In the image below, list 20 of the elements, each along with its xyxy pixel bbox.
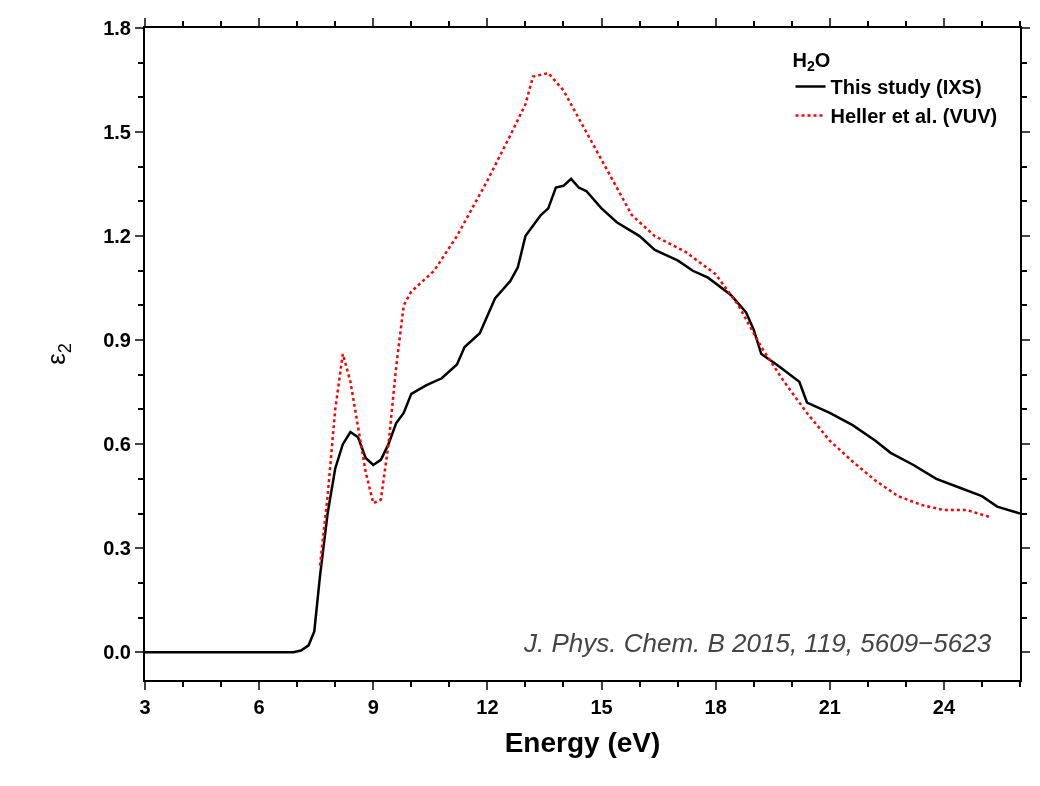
x-tick-label: 12 [476,696,499,718]
x-tick-label: 24 [932,696,956,718]
y-tick-label: 0.9 [103,329,131,352]
y-tick-label: 1.8 [103,17,131,39]
y-tick-label: 1.2 [103,225,131,248]
y-tick-label: 0.6 [103,433,131,456]
y-tick-label: 0.0 [103,641,131,664]
x-tick-label: 21 [818,696,841,718]
annotation: J. Phys. Chem. B 2015, 119, 5609−5623 [523,628,992,658]
y-tick-label: 0.3 [103,537,131,560]
x-tick-label: 9 [367,696,379,718]
x-tick-label: 6 [253,696,265,718]
legend-label: Heller et al. (VUV) [830,105,998,128]
legend-title: H$_{2}$O [792,49,831,75]
x-tick-label: 3 [139,696,151,718]
x-tick-label: 15 [590,696,613,718]
x-axis-title: Energy (eV) [504,726,661,758]
legend-label: This study (IXS) [830,76,982,99]
x-tick-label: 18 [704,696,727,718]
y-tick-label: 1.5 [103,121,131,144]
